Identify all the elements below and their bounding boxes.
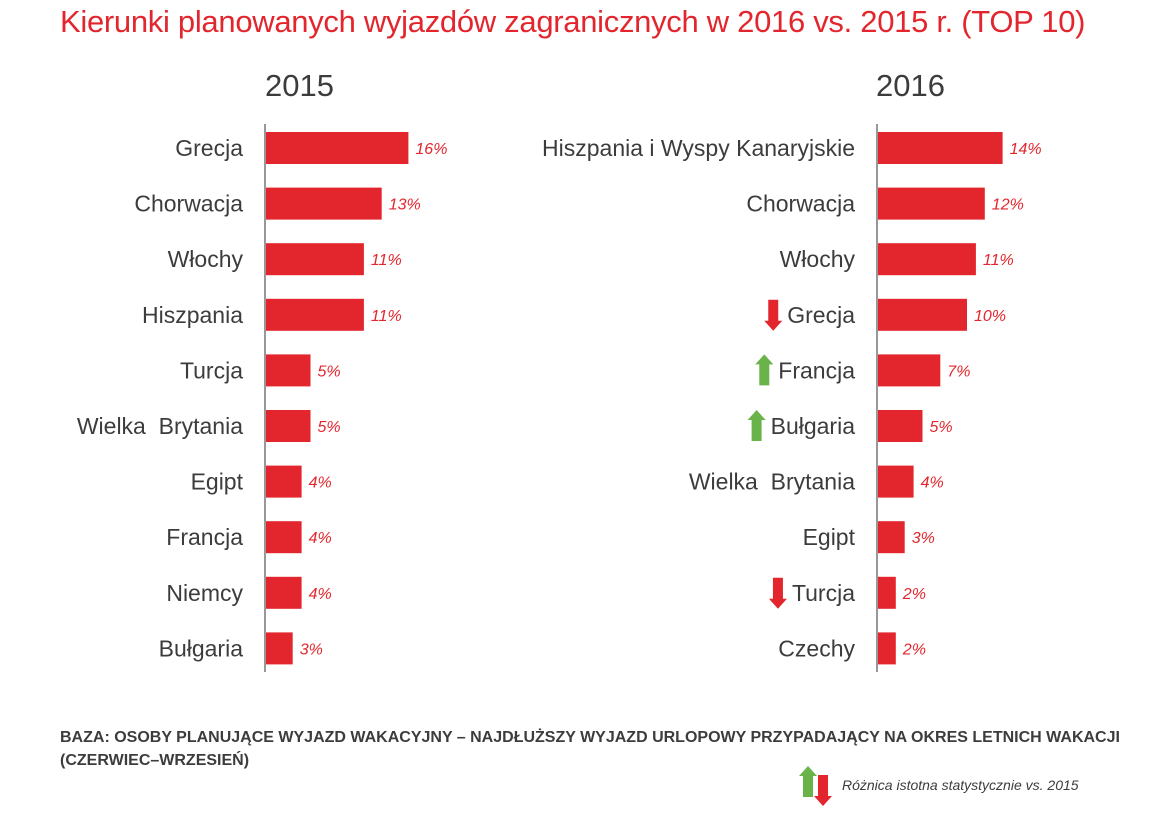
year-2015-heading: 2015 xyxy=(265,68,334,103)
bar xyxy=(878,187,985,220)
bar xyxy=(878,354,941,387)
category-label: Włochy xyxy=(780,246,856,272)
bar xyxy=(878,243,976,276)
value-label: 4% xyxy=(309,475,332,492)
bar xyxy=(878,632,896,665)
category-label: Francja xyxy=(166,524,243,550)
arrow-down-icon xyxy=(814,775,832,806)
value-label: 13% xyxy=(389,197,421,214)
value-label: 11% xyxy=(371,308,402,325)
value-label: 4% xyxy=(309,530,332,547)
arrow-down-icon xyxy=(768,577,787,609)
panel-2016: Hiszpania i Wyspy Kanaryjskie 14% Chorwacj… xyxy=(542,124,1042,672)
bar xyxy=(266,576,302,609)
year-2016-heading: 2016 xyxy=(876,68,945,103)
arrow-down-icon xyxy=(764,299,783,331)
value-label: 4% xyxy=(921,475,944,492)
legend-note: Różnica istotna statystycznie vs. 2015 xyxy=(842,777,1079,793)
arrow-up-icon xyxy=(755,354,774,386)
value-label: 11% xyxy=(983,252,1014,269)
bar xyxy=(878,576,896,609)
category-label: Egipt xyxy=(803,524,856,550)
bar xyxy=(878,521,905,554)
category-label: Grecja xyxy=(787,302,855,328)
bar xyxy=(266,354,311,387)
category-label: Wielka Brytania xyxy=(689,469,855,495)
legend-icons xyxy=(799,766,832,806)
bar xyxy=(878,132,1003,164)
bar xyxy=(266,187,382,220)
category-label: Turcja xyxy=(180,357,243,383)
value-label: 5% xyxy=(318,419,341,436)
category-label: Wielka Brytania xyxy=(77,413,243,439)
value-label: 7% xyxy=(947,363,970,380)
bar xyxy=(266,243,364,276)
value-label: 4% xyxy=(309,586,332,603)
bar xyxy=(266,465,302,498)
base-note: BAZA: OSOBY PLANUJĄCE WYJAZD WAKACYJNY –… xyxy=(60,729,1120,769)
category-label: Chorwacja xyxy=(134,191,243,217)
arrow-up-icon xyxy=(799,766,817,797)
value-label: 2% xyxy=(902,586,926,603)
value-label: 16% xyxy=(415,141,447,158)
bar xyxy=(878,465,914,498)
value-label: 3% xyxy=(912,530,935,547)
value-label: 3% xyxy=(300,641,323,658)
value-label: 14% xyxy=(1010,141,1042,158)
value-label: 5% xyxy=(930,419,953,436)
value-label: 5% xyxy=(318,363,341,380)
bar xyxy=(266,132,409,164)
category-label: Bułgaria xyxy=(159,635,244,661)
value-label: 2% xyxy=(902,641,926,658)
category-label: Bułgaria xyxy=(771,413,856,439)
bar xyxy=(266,632,293,665)
value-label: 12% xyxy=(992,197,1024,214)
category-label: Czechy xyxy=(778,635,855,661)
arrow-up-icon xyxy=(747,410,766,441)
category-label: Grecja xyxy=(175,135,243,161)
value-label: 10% xyxy=(974,308,1006,325)
value-label: 11% xyxy=(371,252,402,269)
category-label: Chorwacja xyxy=(746,191,855,217)
category-label: Egipt xyxy=(191,469,244,495)
bar xyxy=(878,298,967,331)
bar xyxy=(266,298,364,331)
bar xyxy=(266,410,311,442)
category-label: Niemcy xyxy=(166,580,243,606)
bar xyxy=(266,521,302,554)
bar xyxy=(878,410,923,442)
category-label: Francja xyxy=(778,357,855,383)
category-label: Turcja xyxy=(792,580,855,606)
category-label: Hiszpania xyxy=(142,302,243,328)
category-label: Hiszpania i Wyspy Kanaryjskie xyxy=(542,135,855,161)
category-label: Włochy xyxy=(168,246,244,272)
chart-title: Kierunki planowanych wyjazdów zagraniczn… xyxy=(60,4,1086,39)
panel-2015: Grecja 16% Chorwacja 13% Włochy 11% Hiszpania 1… xyxy=(77,124,447,672)
